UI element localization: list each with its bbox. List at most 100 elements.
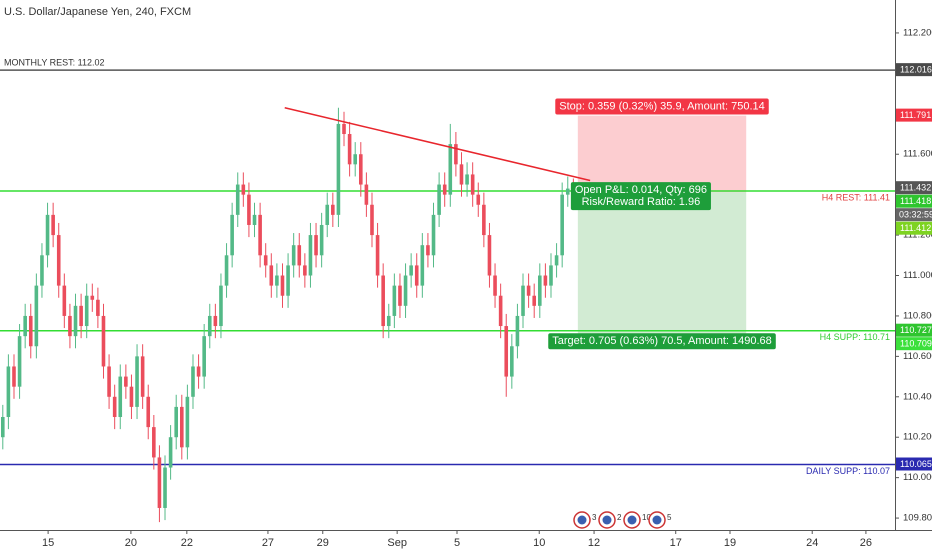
candle-body [358, 154, 363, 185]
countdown: 03:32:59 [899, 210, 932, 220]
x-tick-label: 12 [588, 537, 600, 549]
candle-body [526, 285, 531, 296]
candle-body [247, 194, 251, 225]
candle-body [79, 305, 83, 327]
candle-body [498, 295, 503, 327]
candle-body [84, 295, 89, 327]
candle-body [12, 366, 16, 387]
candle-body [560, 194, 564, 256]
candle-body [454, 144, 458, 165]
candle-body [437, 184, 441, 215]
x-tick-label: Sep [387, 537, 407, 549]
price-tag-label: 112.016 [900, 65, 932, 75]
candle-body [263, 255, 268, 266]
x-tick-label: 15 [42, 537, 54, 549]
candle-body [493, 275, 497, 296]
stop-zone [577, 115, 747, 193]
candle-body [196, 366, 201, 377]
price-tag [896, 108, 932, 122]
price-tag-label: 110.727 [900, 325, 932, 335]
candle-body [219, 285, 223, 327]
candle-body [28, 315, 33, 347]
candle-body [207, 315, 212, 337]
y-tick-label: 109.800 [903, 513, 932, 524]
candle-body [51, 214, 55, 236]
x-tick-label: 22 [181, 537, 193, 549]
x-tick-label: 19 [724, 537, 736, 549]
pnl-box [570, 182, 711, 211]
y-tick-label: 110.800 [903, 310, 932, 321]
candle-body [308, 235, 313, 276]
candle-body [230, 214, 234, 256]
countdown-box [896, 208, 932, 222]
candle-body [129, 386, 134, 407]
level-label: H4 SUPP: 110.71 [820, 332, 890, 342]
candle-body [537, 275, 542, 306]
candle-body [241, 184, 246, 195]
candle-body [235, 184, 240, 215]
candle-body [118, 376, 123, 418]
x-tick-label: 27 [262, 537, 274, 549]
candle-body [487, 235, 492, 276]
price-tag [896, 337, 932, 351]
candle-body [23, 315, 27, 337]
candle-body [17, 336, 22, 387]
candle-body [40, 255, 44, 286]
price-tag-label: 111.791 [900, 110, 931, 120]
y-tick-label: 110.400 [903, 391, 932, 402]
candle-body [258, 214, 262, 256]
candle-body [68, 315, 72, 337]
candle-body [515, 315, 520, 347]
candle-body [6, 366, 11, 418]
x-tick-label: 24 [806, 537, 818, 549]
stop-label: Stop: 0.359 (0.32%) 35.9, Amount: 750.14 [559, 101, 764, 113]
x-tick-label: 17 [670, 537, 682, 549]
level-label: H4 REST: 111.41 [822, 192, 890, 202]
candle-body [426, 245, 430, 256]
candle-body [465, 174, 469, 185]
candle-body [314, 235, 318, 256]
candle-body [403, 275, 408, 306]
y-tick-label: 111.200 [903, 230, 932, 241]
price-tag [896, 181, 932, 195]
candle-body [386, 315, 391, 327]
candle-body [325, 204, 330, 225]
candle-body [135, 356, 139, 407]
candle-body [470, 174, 475, 195]
y-tick-label: 112.200 [903, 27, 932, 38]
candle-body [565, 188, 570, 195]
candle-body [420, 245, 425, 286]
candle-body [398, 285, 402, 306]
event-flag [652, 515, 662, 525]
candle-body [280, 275, 285, 296]
candle-body [331, 204, 335, 215]
candle-body [482, 204, 486, 236]
candle-body [146, 396, 151, 428]
x-tick-label: 10 [533, 537, 545, 549]
pnl-label: Open P&L: 0.014, Qty: 696 [575, 184, 707, 196]
candle-body [224, 255, 229, 286]
candle-body [521, 285, 525, 316]
candle-body [185, 396, 190, 448]
price-tag-label: 111.412 [900, 223, 931, 233]
candle-body [549, 265, 553, 286]
candle-body [179, 406, 184, 448]
event-count: 10 [642, 513, 651, 522]
candle-body [442, 184, 447, 195]
candle-body [414, 265, 419, 286]
candle-body [152, 427, 156, 458]
candle-body [319, 224, 324, 256]
candle-body [191, 366, 195, 397]
candle-body [101, 315, 106, 367]
y-tick-label: 111.600 [903, 149, 932, 160]
target-label: Target: 0.705 (0.63%) 70.5, Amount: 1490… [552, 335, 772, 347]
price-tag-label: 110.709 [900, 339, 932, 349]
x-tick-label: 5 [454, 537, 460, 549]
target-zone [577, 192, 747, 335]
candle-body [112, 396, 117, 418]
rr-label: Risk/Reward Ratio: 1.96 [582, 196, 701, 208]
candle-body [140, 356, 145, 397]
candle-body [269, 265, 274, 286]
